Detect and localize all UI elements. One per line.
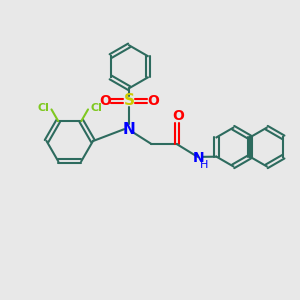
Text: O: O bbox=[148, 94, 160, 108]
Text: Cl: Cl bbox=[90, 103, 102, 113]
Text: N: N bbox=[123, 122, 136, 137]
Text: O: O bbox=[172, 109, 184, 123]
Text: Cl: Cl bbox=[37, 103, 49, 113]
Text: N: N bbox=[193, 151, 205, 165]
Text: O: O bbox=[99, 94, 111, 108]
Text: H: H bbox=[200, 160, 208, 170]
Text: S: S bbox=[124, 94, 135, 109]
